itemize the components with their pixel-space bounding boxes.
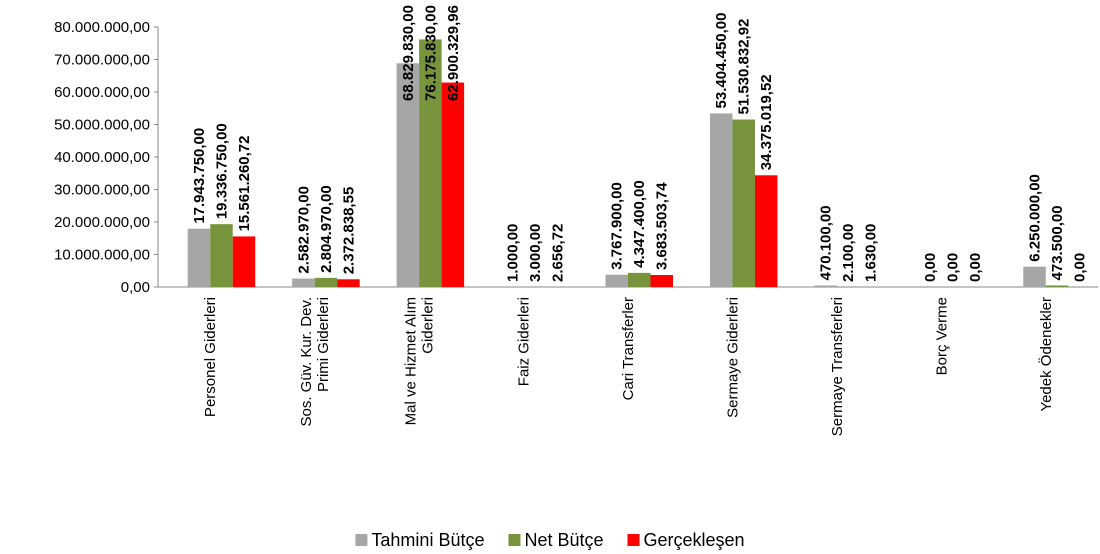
legend-swatch	[508, 534, 521, 546]
data-label: 3.000,00	[527, 224, 544, 282]
bar	[754, 175, 778, 287]
data-label: 0,00	[945, 253, 962, 282]
x-tick-label: Personel Giderleri	[202, 297, 219, 417]
data-label: 17.943.750,00	[191, 128, 208, 224]
y-tick-label: 10.000.000,00	[54, 247, 150, 264]
bar	[732, 119, 755, 287]
bar	[709, 113, 733, 287]
x-tick-line: Primi Giderleri	[315, 297, 332, 392]
bar	[314, 277, 338, 287]
x-tick-label: Yedek Ödenekler	[1037, 297, 1055, 412]
data-label: 473.500,00	[1049, 205, 1066, 280]
x-tick-label: Sos. Güv. Kur. Dev.Primi Giderleri	[298, 297, 332, 427]
legend-swatch	[355, 534, 368, 546]
bar	[337, 279, 360, 287]
bar	[628, 272, 651, 287]
legend-label: Net Bütçe	[524, 530, 603, 550]
data-label: 51.530.832,92	[736, 19, 753, 115]
y-tick-label: 20.000.000,00	[54, 214, 150, 231]
y-tick-label: 70.000.000,00	[54, 52, 150, 69]
bar	[650, 275, 673, 287]
data-label: 1.630,00	[863, 224, 880, 282]
data-label: 62.900.329,96	[445, 5, 462, 101]
data-label: 2.372.838,55	[340, 187, 357, 275]
legend: Tahmini Bütçe Net Bütçe Gerçekleşen	[355, 530, 745, 550]
data-label: 53.404.450,00	[713, 12, 730, 108]
data-label: 2.804.970,00	[318, 185, 335, 273]
data-label: 3.767.900,00	[609, 182, 626, 270]
x-tick-line: Sos. Güv. Kur. Dev.	[298, 297, 315, 427]
x-tick-label: Faiz Giderleri	[516, 297, 533, 386]
x-tick-line: Giderleri	[420, 297, 437, 354]
data-label: 470.100,00	[818, 205, 835, 280]
bar	[441, 82, 465, 287]
bar	[605, 274, 628, 287]
data-label: 0,00	[967, 253, 984, 282]
data-label: 6.250.000,00	[1027, 174, 1044, 262]
bar	[396, 63, 420, 287]
data-label: 2.656,72	[549, 224, 566, 282]
y-tick-label: 30.000.000,00	[54, 182, 150, 199]
bar	[232, 236, 256, 287]
bar	[1045, 285, 1069, 287]
y-tick-label: 60.000.000,00	[54, 84, 150, 101]
bar	[419, 39, 442, 287]
x-tick-label: Borç Verme	[933, 297, 950, 375]
bar	[187, 228, 211, 287]
data-label: 19.336.750,00	[213, 123, 230, 219]
data-label: 2.582.970,00	[295, 186, 312, 274]
y-tick-label: 40.000.000,00	[54, 149, 150, 166]
data-label: 68.829.830,00	[400, 5, 417, 101]
legend-label: Tahmini Bütçe	[371, 530, 484, 550]
y-tick-label: 80.000.000,00	[54, 19, 150, 36]
data-label: 0,00	[1072, 253, 1089, 282]
bar	[1023, 266, 1046, 287]
data-label: 3.683.503,74	[654, 182, 671, 270]
legend-label: Gerçekleşen	[644, 530, 745, 550]
x-tick-label: Mal ve Hizmet AlımGiderleri	[403, 297, 437, 425]
x-tick-line: Mal ve Hizmet Alım	[403, 297, 420, 425]
data-label: 76.175.830,00	[422, 5, 439, 101]
data-label: 2.100,00	[840, 224, 857, 282]
bar	[210, 224, 233, 287]
x-tick-label: Cari Transferler	[620, 297, 637, 400]
data-label: 0,00	[922, 253, 939, 282]
legend-swatch	[627, 534, 640, 546]
x-tick-label: Sermaye Giderleri	[724, 297, 741, 418]
data-label: 1.000,00	[504, 224, 521, 282]
x-tick-label: Sermaye Transferleri	[829, 297, 846, 436]
data-label: 15.561.260,72	[236, 135, 253, 231]
bar	[292, 278, 315, 287]
y-tick-label: 50.000.000,00	[54, 117, 150, 134]
bar	[814, 285, 837, 287]
y-tick-label: 0,00	[121, 279, 150, 296]
data-label: 34.375.019,52	[758, 74, 775, 170]
data-label: 4.347.400,00	[631, 180, 648, 268]
